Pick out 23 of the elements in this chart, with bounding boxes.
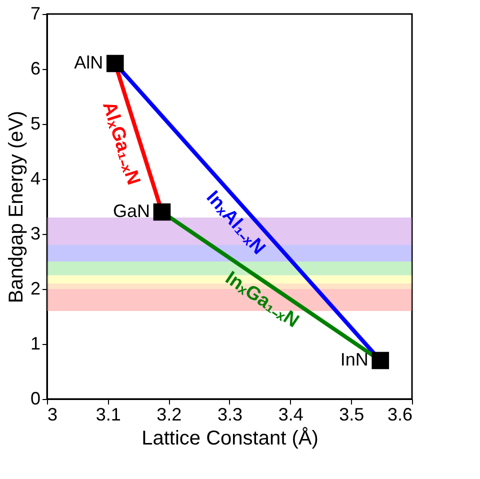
- x-tick-label: 3.4: [278, 404, 304, 424]
- y-tick-label: 6: [30, 58, 40, 78]
- x-tick-label: 3.1: [96, 404, 121, 424]
- x-axis-title: Lattice Constant (Å): [142, 426, 318, 450]
- y-tick-label: 3: [30, 224, 40, 244]
- y-tick-label: 7: [30, 4, 40, 24]
- point: [372, 352, 390, 370]
- y-tick-label: 4: [30, 168, 40, 188]
- x-tick-label: 3: [48, 404, 58, 424]
- point: [153, 203, 171, 221]
- annotation: InN: [340, 350, 368, 370]
- x-tick-label: 3.6: [387, 404, 412, 424]
- point: [106, 54, 124, 72]
- y-tick-label: 1: [30, 334, 40, 354]
- annotation: AlN: [74, 52, 104, 72]
- y-axis-title: Bandgap Energy (eV): [5, 110, 28, 304]
- x-tick-label: 3.3: [217, 404, 243, 424]
- x-tick-label: 3.2: [156, 404, 182, 424]
- y-tick-label: 2: [30, 278, 40, 298]
- annotation: GaN: [112, 201, 150, 221]
- y-tick-label: 0: [30, 388, 40, 408]
- y-tick-label: 5: [30, 114, 40, 134]
- x-tick-label: 3.5: [339, 404, 364, 424]
